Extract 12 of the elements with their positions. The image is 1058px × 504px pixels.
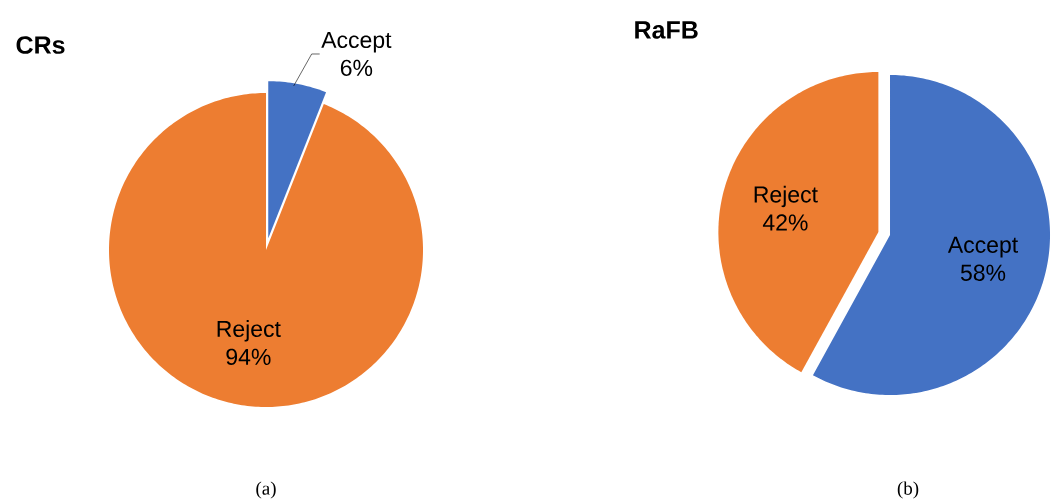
slice-label: Reject <box>754 185 818 208</box>
data-label: 58% <box>960 264 1006 281</box>
slice-label: Accept <box>321 31 392 53</box>
data-label: 94% <box>226 348 271 365</box>
data-label: 42% <box>762 214 808 231</box>
chart-title: RaFB <box>635 21 698 39</box>
data-label: 6% <box>340 59 373 77</box>
slice-label: Reject <box>217 320 281 342</box>
slice-label: Accept <box>947 236 1018 258</box>
chart-title: CRs <box>16 36 65 54</box>
text: (a) <box>256 481 276 499</box>
text: (b) <box>897 481 919 499</box>
